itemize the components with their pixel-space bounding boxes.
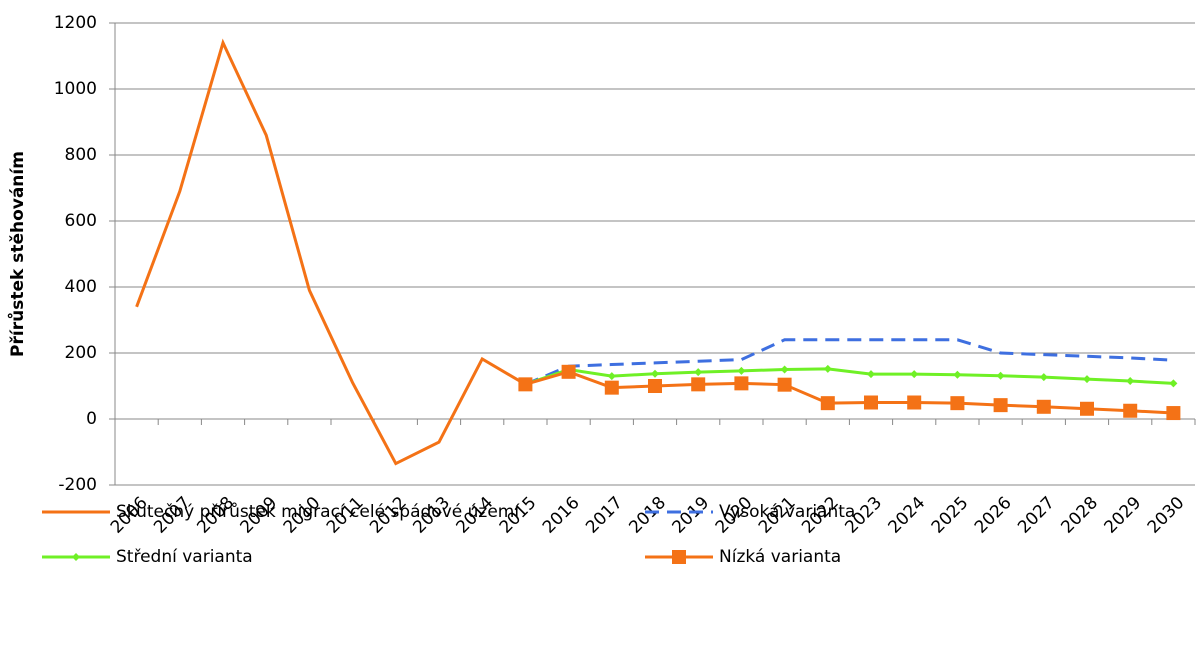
data-marker — [561, 364, 576, 379]
y-tick-label: 800 — [65, 145, 97, 165]
data-marker — [864, 395, 878, 410]
data-marker — [607, 372, 616, 381]
data-marker — [604, 380, 619, 395]
legend-label: Vysoká varianta — [719, 502, 855, 522]
y-tick-label: 1200 — [54, 13, 97, 33]
data-marker — [780, 365, 789, 374]
data-marker — [651, 369, 659, 378]
y-tick-label: -200 — [58, 475, 97, 495]
y-tick-label: 600 — [65, 211, 97, 231]
x-tick-label: 2030 — [1144, 493, 1189, 538]
data-marker — [1080, 401, 1094, 416]
legend-marker — [72, 553, 80, 561]
y-axis-label: Přírůstek stěhováním — [6, 151, 28, 357]
y-tick-label: 200 — [65, 343, 97, 363]
x-tick-label: 2027 — [1014, 493, 1059, 538]
x-tick-label: 2028 — [1057, 493, 1102, 538]
data-marker — [1166, 406, 1181, 421]
data-marker — [950, 396, 965, 411]
x-tick-label: 2026 — [971, 493, 1016, 538]
data-marker — [1083, 375, 1091, 384]
data-marker — [910, 370, 919, 379]
y-tick-label: 1000 — [54, 79, 97, 99]
series-line — [524, 370, 1174, 415]
data-marker — [648, 379, 662, 393]
data-marker — [907, 395, 922, 410]
legend-label: Střední varianta — [116, 547, 253, 567]
data-marker — [993, 398, 1008, 413]
data-marker — [823, 364, 832, 373]
data-marker — [694, 368, 703, 377]
x-tick-label: 2018 — [625, 493, 670, 538]
x-tick-label: 2029 — [1101, 493, 1146, 538]
x-tick-label: 2016 — [539, 493, 584, 538]
data-marker — [777, 377, 792, 392]
data-marker — [1123, 403, 1138, 418]
x-tick-label: 2024 — [885, 493, 930, 538]
data-marker — [737, 366, 746, 375]
data-marker — [1126, 377, 1135, 386]
data-marker — [953, 370, 962, 379]
series-line — [524, 367, 1174, 386]
legend-label: Nízká varianta — [719, 547, 841, 567]
data-marker — [996, 371, 1005, 380]
y-tick-label: 400 — [65, 277, 97, 297]
data-marker — [1169, 379, 1178, 388]
data-marker — [1039, 373, 1048, 382]
data-marker — [867, 370, 875, 379]
y-tick-label: 0 — [86, 409, 97, 429]
legend-marker — [672, 550, 686, 564]
data-marker — [820, 396, 835, 411]
x-tick-label: 2025 — [928, 493, 973, 538]
data-marker — [518, 377, 533, 392]
data-marker — [734, 376, 749, 391]
data-marker — [691, 377, 706, 392]
legend-label: Skutečný přírůstek migrací celé spádové … — [116, 502, 520, 522]
x-tick-label: 2017 — [582, 493, 627, 538]
series-line — [135, 38, 527, 466]
data-marker — [1036, 399, 1051, 414]
x-tick-label: 2019 — [669, 493, 714, 538]
series-line — [524, 338, 1174, 386]
